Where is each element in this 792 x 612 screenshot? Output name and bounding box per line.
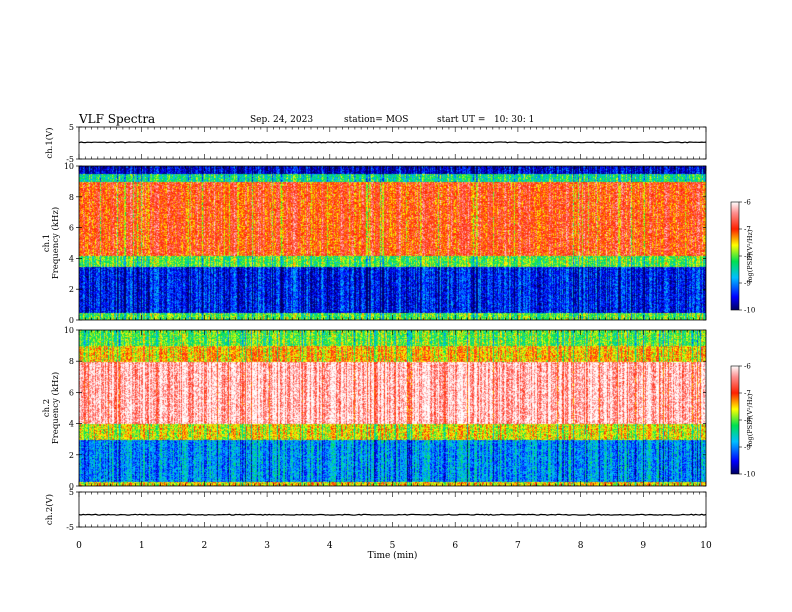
ch1-spectrogram-colorbar: [730, 201, 740, 311]
xaxis-label: Time (min): [368, 550, 418, 561]
ch1-spectrogram-raster: [79, 166, 706, 320]
ch2-waveform-frame: [78, 491, 707, 528]
ch1-spectrogram-ytick-label: 4: [69, 254, 74, 263]
ch2-spectrogram-ytick-label: 6: [69, 388, 74, 397]
ch1-spectrogram-ytick-label: 8: [69, 193, 74, 202]
ch1-spectrogram-ylabel-channel: ch.1: [42, 234, 52, 252]
ch2-spectrogram-colorbar-tick: -9: [744, 444, 751, 452]
ch1-spectrogram-colorbar-tick: -6: [744, 199, 751, 207]
xtick-label: 1: [139, 541, 145, 551]
ch2-spectrogram-ytick-label: 8: [69, 357, 74, 366]
start-ut-label: start UT = 10: 30: 1: [437, 115, 535, 125]
ch2-spectrogram-ytick-label: 10: [64, 326, 74, 335]
ch1-spectrogram-ytick-label: 10: [64, 162, 74, 171]
ch2-waveform-ytick-label: 5: [69, 488, 74, 497]
ch1-spectrogram-colorbar-tick: -10: [744, 307, 755, 315]
ch2-spectrogram-ytick-label: 4: [69, 420, 74, 429]
ch2-spectrogram-colorbar-tick: -6: [744, 363, 751, 371]
date-label: Sep. 24, 2023: [250, 115, 314, 125]
xtick-label: 7: [515, 541, 521, 551]
ch1-waveform-ytick-label: -5: [66, 155, 74, 164]
xtick-label: 0: [76, 541, 82, 551]
ch2-spectrogram-colorbar-tick: -8: [744, 417, 751, 425]
ch1-waveform-trace: [78, 141, 707, 144]
ch2-spectrogram-raster: [79, 330, 706, 486]
ch1-waveform-ylabel: ch.1(V): [44, 127, 55, 158]
ch1-waveform-ytick-label: 5: [69, 123, 74, 132]
ch1-spectrogram-colorbar-tick: -8: [744, 253, 751, 261]
xtick-label: 3: [264, 541, 270, 551]
ch1-spectrogram-colorbar-tick: -7: [744, 226, 751, 234]
station-label: station= MOS: [344, 115, 409, 125]
ch2-waveform-ylabel: ch.2(V): [44, 494, 55, 525]
ch2-spectrogram-ylabel-channel: ch.2: [42, 399, 52, 417]
xtick-label: 6: [452, 541, 458, 551]
ch2-spectrogram-colorbar-tick: -10: [744, 471, 755, 479]
ch1-spectrogram-colorbar-label: log(PSD)(V²/Hz): [746, 229, 754, 282]
ch1-spectrogram-ytick-label: 6: [69, 224, 74, 233]
ch2-spectrogram-colorbar-label: log(PSD)(V²/Hz): [746, 393, 754, 446]
xtick-label: 4: [327, 541, 333, 551]
ch2-waveform-trace: [78, 513, 707, 516]
ch1-spectrogram-ytick-label: 2: [69, 285, 74, 294]
xtick-label: 8: [578, 541, 584, 551]
xtick-label: 2: [202, 541, 208, 551]
ch2-spectrogram-ytick-label: 2: [69, 451, 74, 460]
chart-title: VLF Spectra: [79, 112, 156, 126]
ch2-waveform-ytick-label: -5: [66, 523, 74, 532]
xtick-label: 10: [700, 541, 712, 551]
ch1-spectrogram-colorbar-tick: -9: [744, 280, 751, 288]
xtick-label: 9: [640, 541, 646, 551]
ch1-spectrogram-ylabel-quantity: Frequency (kHz): [50, 207, 61, 279]
ch2-spectrogram-ytick-label: 0: [69, 482, 74, 491]
ch1-spectrogram-ytick-label: 0: [69, 316, 74, 325]
ch2-spectrogram-ylabel-quantity: Frequency (kHz): [50, 372, 61, 444]
ch2-spectrogram-colorbar: [730, 365, 740, 475]
ch2-spectrogram-colorbar-tick: -7: [744, 390, 751, 398]
xtick-label: 5: [390, 541, 396, 551]
